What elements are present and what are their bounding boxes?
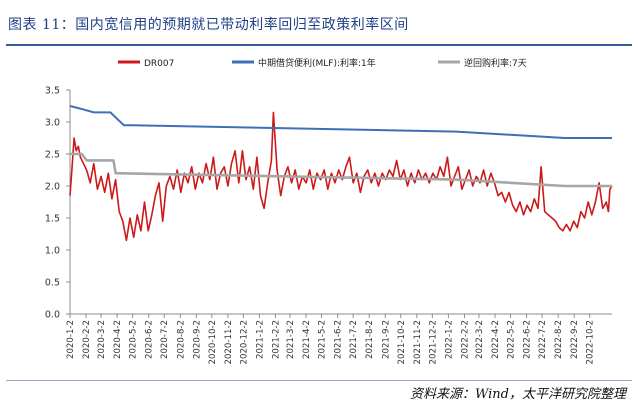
x-tick-label: 2021-12-2	[428, 320, 438, 364]
x-tick-label: 2022-6-2	[523, 320, 533, 359]
x-tick-label: 2021-10-2	[397, 320, 407, 364]
legend-label-1: DR007	[144, 59, 174, 69]
footer-divider	[6, 380, 632, 381]
x-tick-label: 2020-9-2	[192, 320, 202, 359]
x-tick-label: 2021-1-2	[255, 320, 265, 359]
x-tick-label: 2022-2-2	[460, 320, 470, 359]
x-tick-label: 2022-3-2	[475, 320, 485, 359]
x-tick-label: 2020-5-2	[129, 320, 139, 359]
x-tick-label: 2022-10-2	[586, 320, 596, 364]
source-note: 资料来源：Wind，太平洋研究院整理	[410, 387, 626, 402]
y-tick-label: 1.0	[45, 246, 60, 257]
x-tick-label: 2021-9-2	[381, 320, 391, 359]
x-tick-label: 2021-2-2	[272, 320, 282, 359]
line-chart: DR007 中期借贷便利(MLF):利率:1年 逆回购利率:7天 0.0 0.5 1.0…	[45, 57, 613, 364]
x-tick-label: 2021-8-2	[365, 320, 375, 359]
x-tick-label: 2021-4-2	[302, 320, 312, 359]
x-tick-label: 2020-11-2	[224, 320, 234, 364]
x-tick-label: 2022-1-2	[444, 320, 454, 359]
x-tick-label: 2020-3-2	[97, 320, 107, 359]
x-tick-label: 2020-1-2	[66, 320, 76, 359]
x-tick-label: 2020-12-2	[239, 320, 249, 364]
y-tick-label: 0.0	[45, 310, 60, 321]
legend-label-2: 中期借贷便利(MLF):利率:1年	[258, 57, 376, 69]
x-tick-label: 2022-4-2	[491, 320, 501, 359]
x-tick-label: 2022-8-2	[554, 320, 564, 359]
y-tick-label: 1.5	[45, 214, 60, 225]
x-tick-label: 2020-8-2	[176, 320, 186, 359]
chart-series-group	[69, 105, 613, 242]
x-tick-label: 2020-7-2	[160, 320, 170, 359]
x-tick-label: 2022-7-2	[538, 320, 548, 359]
x-tick-label: 2022-9-2	[570, 320, 580, 359]
x-tick-label: 2021-11-2	[413, 320, 423, 364]
x-tick-label: 2021-3-2	[286, 320, 296, 359]
y-tick-label: 2.5	[45, 150, 60, 161]
figure-title: 图表 11：国内宽信用的预期就已带动利率回归至政策利率区间	[8, 17, 409, 33]
y-tick-label: 3.5	[45, 86, 60, 97]
x-tick-label: 2020-2-2	[82, 320, 92, 359]
chart-legend: DR007 中期借贷便利(MLF):利率:1年 逆回购利率:7天	[118, 57, 527, 69]
x-tick-label: 2020-6-2	[145, 320, 155, 359]
x-tick-label: 2020-4-2	[113, 320, 123, 359]
series-line-3	[70, 152, 612, 188]
y-tick-label: 3.0	[45, 118, 60, 129]
legend-label-3: 逆回购利率:7天	[464, 57, 527, 69]
series-line-1	[69, 111, 613, 242]
chart-axes: 0.0 0.5 1.0 1.5 2.0 2.5 3.0 3.5 2020-1-2 2020-2-2…	[45, 86, 612, 364]
series-line-2	[69, 105, 612, 139]
x-tick-label: 2021-6-2	[334, 320, 344, 359]
y-tick-label: 2.0	[45, 182, 60, 193]
x-tick-label: 2021-5-2	[318, 320, 328, 359]
title-divider	[6, 44, 632, 46]
x-tick-label: 2022-5-2	[507, 320, 517, 359]
y-tick-label: 0.5	[45, 278, 60, 289]
x-tick-label: 2020-10-2	[208, 320, 218, 364]
x-tick-label: 2021-7-2	[349, 320, 359, 359]
